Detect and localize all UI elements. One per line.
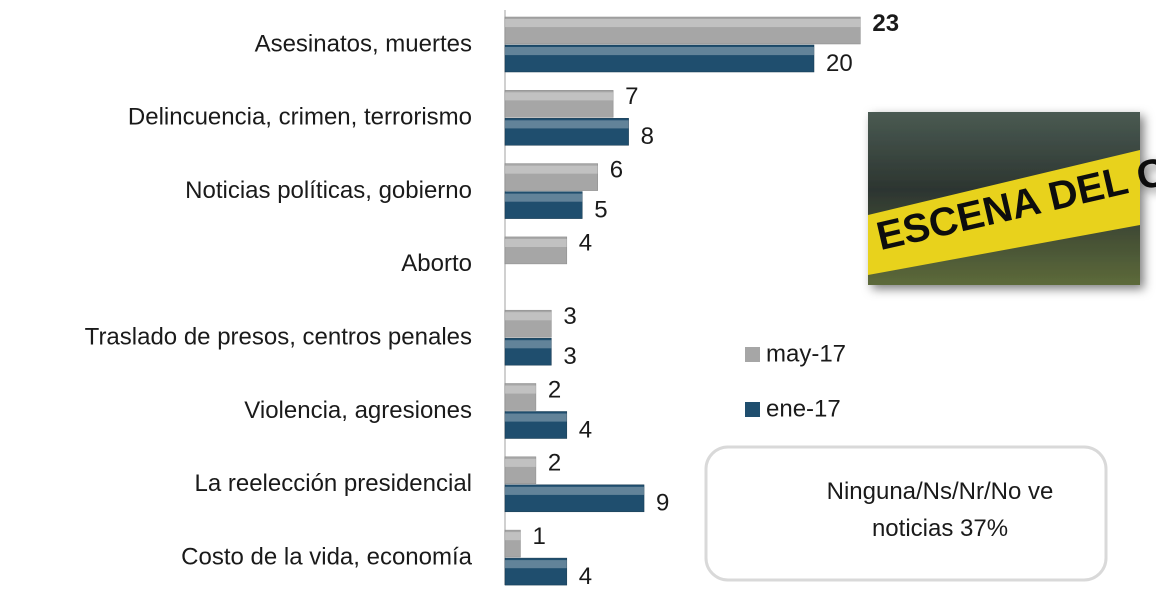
bar-highlight bbox=[505, 386, 536, 394]
value-label: 5 bbox=[594, 196, 607, 223]
legend-label: may-17 bbox=[766, 340, 846, 367]
value-label: 6 bbox=[610, 156, 623, 183]
bar-highlight bbox=[505, 532, 520, 540]
bar-highlight bbox=[505, 560, 567, 568]
value-label: 20 bbox=[826, 50, 853, 77]
bar-highlight bbox=[505, 239, 567, 247]
value-label: 2 bbox=[548, 376, 561, 403]
value-label: 8 bbox=[641, 123, 654, 150]
chart: ESCENA DEL CRIM Ninguna/Ns/Nr/No venotic… bbox=[0, 0, 1156, 589]
bar-highlight bbox=[505, 166, 598, 174]
bar-highlight bbox=[505, 19, 860, 27]
legend-swatch bbox=[745, 347, 760, 362]
bar-highlight bbox=[505, 47, 814, 55]
legend-label: ene-17 bbox=[766, 395, 841, 422]
value-label: 7 bbox=[625, 83, 638, 110]
bar-highlight bbox=[505, 120, 629, 128]
bar-highlight bbox=[505, 312, 551, 320]
value-label: 2 bbox=[548, 450, 561, 477]
bar-highlight bbox=[505, 194, 582, 202]
category-label: Aborto bbox=[401, 250, 472, 277]
value-label: 23 bbox=[872, 10, 899, 37]
photo: ESCENA DEL CRIM bbox=[868, 112, 1156, 285]
bar-highlight bbox=[505, 92, 613, 100]
value-label: 4 bbox=[579, 563, 592, 589]
value-label: 9 bbox=[656, 490, 669, 517]
value-label: 3 bbox=[563, 343, 576, 370]
category-label: Violencia, agresiones bbox=[244, 397, 472, 424]
bar-highlight bbox=[505, 459, 536, 467]
annotation-box bbox=[706, 447, 1106, 580]
value-label: 4 bbox=[579, 230, 592, 257]
category-label: Traslado de presos, centros penales bbox=[85, 324, 472, 351]
category-label: Noticias políticas, gobierno bbox=[185, 177, 472, 204]
category-label: Costo de la vida, economía bbox=[181, 543, 472, 570]
category-label: La reelección presidencial bbox=[195, 470, 473, 497]
bar-highlight bbox=[505, 340, 551, 348]
category-label: Delincuencia, crimen, terrorismo bbox=[128, 104, 472, 131]
bar-highlight bbox=[505, 414, 567, 422]
category-label: Asesinatos, muertes bbox=[255, 30, 472, 57]
value-label: 3 bbox=[563, 303, 576, 330]
value-label: 1 bbox=[532, 523, 545, 550]
legend-swatch bbox=[745, 402, 760, 417]
value-label: 4 bbox=[579, 416, 592, 443]
bar-highlight bbox=[505, 487, 644, 495]
